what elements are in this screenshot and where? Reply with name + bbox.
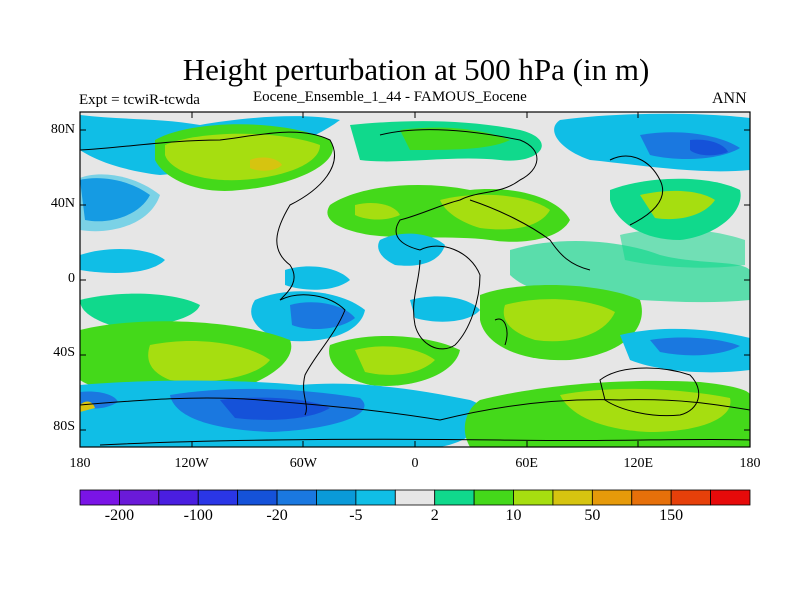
colorbar-swatch [631,489,672,506]
lon-tick-label: 120W [174,456,209,471]
colorbar-tick-label: 50 [584,507,601,524]
colorbar-swatch [434,489,475,506]
colorbar-swatch [355,489,396,506]
colorbar-swatch [316,489,357,506]
lon-tick-label: 0 [411,456,419,471]
colorbar-swatch [158,489,199,506]
colorbar-swatch [394,489,436,506]
lon-tick-label: 120E [623,456,654,471]
colorbar-swatch [591,489,633,506]
lat-tick-label: 0 [68,270,75,286]
colorbar-swatch [237,489,278,506]
coastlines [80,129,750,446]
colorbar-swatch [197,489,239,506]
lat-tick-label: 80N [50,121,75,137]
colorbar-tick-label: -200 [104,507,135,524]
colorbar-swatch [710,489,751,506]
colorbar-swatch [79,489,120,506]
contour-field [80,112,750,447]
axis-ticks [80,112,750,447]
colorbar-swatch [119,489,160,506]
colorbar-swatch [552,489,593,506]
colorbar [79,489,751,506]
season-label: ANN [712,90,747,107]
colorbar-swatch [513,489,554,506]
lat-tick-label: 40N [50,196,75,212]
experiment-label: Expt = tcwiR-tcwda [79,92,200,108]
colorbar-swatch [473,489,514,506]
lat-tick-label: 40S [53,344,75,360]
lat-tick-label: 80S [53,419,75,435]
page-title: Height perturbation at 500 hPa (in m) [182,52,650,87]
lon-tick-label: 60W [289,456,317,471]
colorbar-tick-label: -100 [183,507,213,524]
ensemble-label: Eocene_Ensemble_1_44 - FAMOUS_Eocene [253,89,527,105]
colorbar-tick-label: -20 [266,507,288,524]
lon-tick-label: 180 [69,456,91,471]
colorbar-tick-label: 150 [659,507,684,524]
colorbar-tick-label: 10 [505,507,522,524]
colorbar-swatch [670,489,711,506]
colorbar-tick-label: 2 [430,507,439,524]
colorbar-tick-label: -5 [349,507,363,524]
lon-tick-label: 180 [739,456,761,471]
colorbar-swatch [276,489,317,506]
lon-tick-label: 60E [515,456,538,471]
